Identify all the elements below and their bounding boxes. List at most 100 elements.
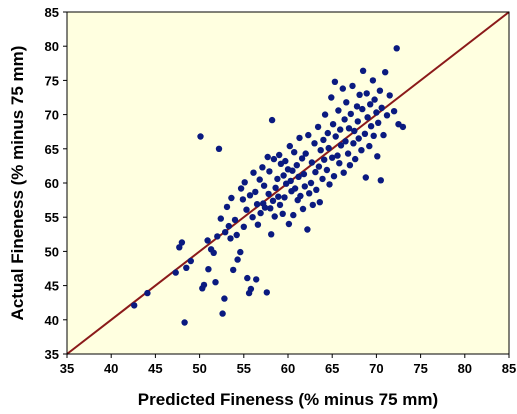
data-point xyxy=(332,133,339,140)
data-point xyxy=(239,196,247,203)
data-point xyxy=(314,123,322,131)
data-point xyxy=(345,125,353,132)
data-point xyxy=(344,150,352,157)
data-point xyxy=(307,179,315,187)
x-tick-label: 70 xyxy=(369,361,383,376)
data-point xyxy=(217,215,224,222)
data-point xyxy=(347,110,354,118)
x-tick-label: 45 xyxy=(148,361,162,376)
data-point xyxy=(276,151,283,159)
data-point xyxy=(295,173,302,180)
data-point xyxy=(375,119,382,127)
data-point xyxy=(336,160,343,167)
data-point xyxy=(234,256,241,263)
data-point xyxy=(243,206,250,213)
data-point xyxy=(399,123,407,131)
data-point xyxy=(308,159,316,166)
data-point xyxy=(326,181,333,188)
data-point xyxy=(240,223,247,230)
data-point xyxy=(324,129,331,137)
data-point xyxy=(337,126,344,133)
data-point xyxy=(276,201,284,209)
data-point xyxy=(183,264,190,271)
data-point xyxy=(285,220,293,228)
y-axis-title: Actual Fineness (% minus 75 mm) xyxy=(8,46,27,321)
data-point xyxy=(257,209,264,217)
data-point xyxy=(212,279,219,286)
y-tick-label: 45 xyxy=(45,279,59,294)
data-point xyxy=(219,310,226,317)
y-tick-label: 50 xyxy=(45,244,59,259)
data-point xyxy=(259,164,266,171)
data-point xyxy=(340,169,347,176)
data-point xyxy=(305,131,312,139)
data-point xyxy=(393,45,400,52)
data-point xyxy=(282,157,289,165)
data-point xyxy=(304,226,311,233)
data-point xyxy=(260,182,268,189)
data-point xyxy=(362,174,369,181)
data-point xyxy=(281,194,288,201)
data-point xyxy=(337,142,345,149)
x-tick-label: 65 xyxy=(325,361,339,376)
data-point xyxy=(214,233,221,240)
data-point xyxy=(225,222,232,230)
data-point xyxy=(197,133,204,140)
data-point xyxy=(176,244,183,251)
data-point xyxy=(131,302,138,309)
data-point xyxy=(280,172,287,179)
data-point xyxy=(265,190,272,198)
data-point xyxy=(297,192,304,200)
y-tick-label: 85 xyxy=(45,5,59,20)
x-tick-label: 75 xyxy=(413,361,427,376)
data-point xyxy=(247,285,255,293)
data-point xyxy=(178,239,186,246)
data-point xyxy=(353,103,361,110)
data-point xyxy=(367,123,375,130)
data-point xyxy=(354,118,361,125)
data-point xyxy=(373,109,380,116)
x-tick-label: 80 xyxy=(458,361,472,376)
data-point xyxy=(317,147,324,154)
data-point xyxy=(289,167,296,174)
data-point xyxy=(271,213,278,220)
data-point xyxy=(264,153,271,161)
data-point xyxy=(244,274,251,282)
data-point xyxy=(263,289,270,296)
data-point xyxy=(272,184,279,191)
y-tick-label: 40 xyxy=(45,313,59,328)
data-point xyxy=(221,295,228,302)
data-point xyxy=(358,147,365,154)
data-point xyxy=(256,176,263,183)
data-point xyxy=(246,192,254,199)
data-point xyxy=(300,170,308,178)
data-point xyxy=(329,154,336,161)
data-point xyxy=(253,276,260,283)
y-tick-label: 65 xyxy=(45,142,59,157)
data-point xyxy=(355,135,362,142)
data-point xyxy=(267,205,274,212)
data-point xyxy=(250,169,257,176)
data-point xyxy=(334,152,341,159)
data-point xyxy=(378,104,385,112)
data-point xyxy=(270,155,278,163)
data-point xyxy=(231,216,239,224)
data-point xyxy=(228,194,235,202)
data-point xyxy=(325,144,332,152)
data-point xyxy=(274,175,281,183)
data-point xyxy=(339,85,346,92)
data-point xyxy=(302,150,309,157)
y-tick-label: 80 xyxy=(45,39,59,54)
data-point xyxy=(291,185,299,192)
data-point xyxy=(329,121,337,128)
data-point xyxy=(380,131,387,139)
y-tick-label: 60 xyxy=(45,176,59,191)
data-point xyxy=(205,266,212,273)
data-point xyxy=(331,78,339,86)
data-point xyxy=(298,155,306,162)
data-point xyxy=(351,127,358,135)
x-axis-title: Predicted Fineness (% minus 75 mm) xyxy=(138,390,438,409)
data-point xyxy=(346,162,354,169)
data-point xyxy=(279,210,286,217)
